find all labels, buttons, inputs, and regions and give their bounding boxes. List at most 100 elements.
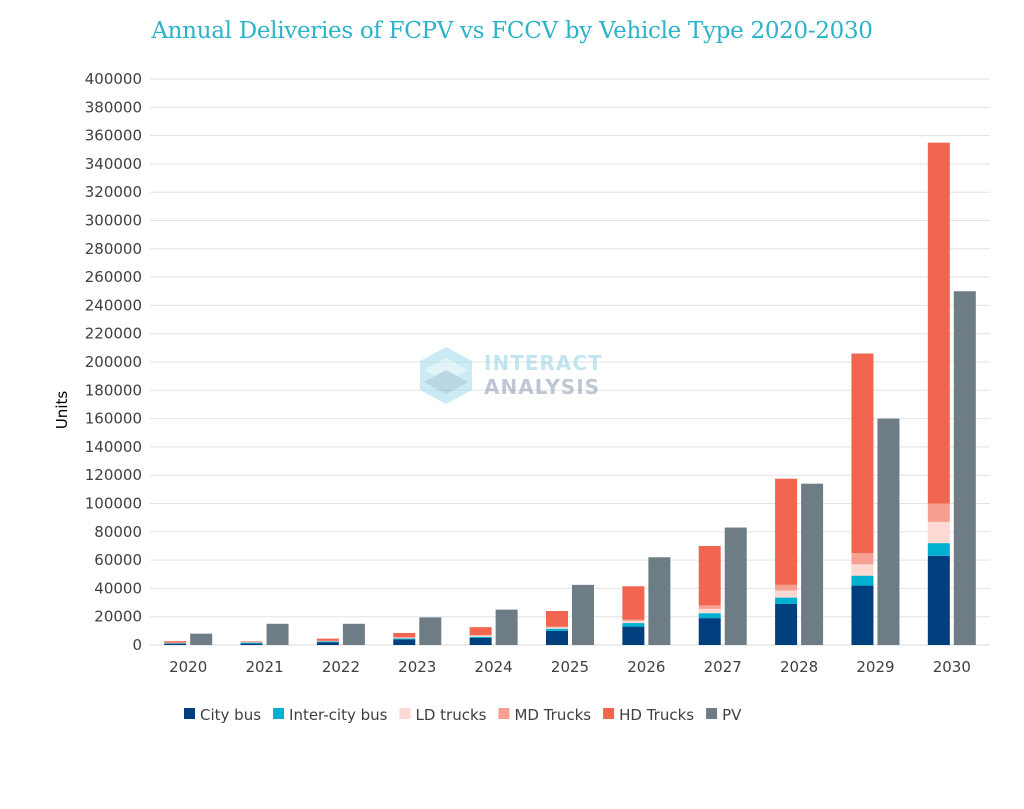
y-tick-label: 40000 bbox=[94, 579, 142, 597]
bar-inter-city-bus-2025 bbox=[546, 628, 568, 631]
category-group-2029 bbox=[851, 353, 900, 645]
x-tick-label: 2024 bbox=[475, 658, 513, 676]
legend: City bus Inter-city bus LD trucks MD Trucks… bbox=[184, 706, 742, 724]
bar-pv-2021 bbox=[266, 623, 289, 645]
legend-swatch bbox=[184, 708, 195, 719]
y-tick-label: 320000 bbox=[85, 183, 142, 201]
y-tick-label: 0 bbox=[132, 636, 142, 654]
bar-inter-city-bus-2022 bbox=[316, 641, 339, 643]
bar-city-bus-2027 bbox=[698, 618, 721, 645]
bar-ld-trucks-2025 bbox=[546, 627, 568, 629]
bar-city-bus-2025 bbox=[546, 630, 568, 645]
category-group-2020 bbox=[164, 633, 213, 645]
bar-pv-2024 bbox=[495, 609, 518, 645]
chart-title: Annual Deliveries of FCPV vs FCCV by Veh… bbox=[151, 18, 873, 44]
bar-ld-trucks-2027 bbox=[698, 608, 721, 614]
y-tick-label: 140000 bbox=[85, 438, 142, 456]
y-axis-label: Units bbox=[53, 391, 71, 430]
y-tick-label: 260000 bbox=[85, 268, 142, 286]
x-tick-label: 2023 bbox=[398, 658, 436, 676]
x-tick-label: 2022 bbox=[322, 658, 360, 676]
bar-city-bus-2023 bbox=[393, 639, 416, 645]
bar-md-trucks-2023 bbox=[393, 637, 416, 638]
category-group-2022 bbox=[316, 623, 365, 645]
y-tick-label: 20000 bbox=[94, 608, 142, 626]
bar-md-trucks-2027 bbox=[698, 605, 721, 609]
bars bbox=[164, 142, 976, 645]
y-tick-label: 280000 bbox=[85, 240, 142, 258]
legend-item-md-trucks[interactable]: MD Trucks bbox=[498, 706, 591, 724]
y-tick-label: 240000 bbox=[85, 296, 142, 314]
bar-pv-2025 bbox=[572, 584, 594, 645]
bar-hd-trucks-2030 bbox=[927, 142, 950, 504]
bar-ld-trucks-2028 bbox=[775, 590, 798, 598]
bar-ld-trucks-2030 bbox=[927, 521, 950, 544]
category-group-2025 bbox=[546, 584, 594, 645]
y-tick-label: 180000 bbox=[85, 381, 142, 399]
legend-item-inter-city-bus[interactable]: Inter-city bus bbox=[273, 706, 388, 724]
category-group-2027 bbox=[698, 527, 747, 645]
legend-swatch bbox=[399, 708, 411, 719]
legend-label: PV bbox=[722, 706, 742, 724]
watermark-line1: INTERACT bbox=[484, 351, 603, 375]
y-tick-label: 400000 bbox=[85, 70, 142, 88]
x-tick-label: 2021 bbox=[245, 658, 283, 676]
bar-md-trucks-2030 bbox=[927, 503, 950, 522]
bar-hd-trucks-2025 bbox=[546, 611, 568, 627]
y-tick-label: 200000 bbox=[85, 353, 142, 371]
x-tick-label: 2030 bbox=[933, 658, 971, 676]
bar-hd-trucks-2020 bbox=[164, 641, 187, 643]
bar-city-bus-2030 bbox=[927, 555, 950, 645]
legend-item-city-bus[interactable]: City bus bbox=[184, 706, 261, 724]
watermark: INTERACT ANALYSIS bbox=[420, 347, 603, 404]
bar-pv-2027 bbox=[724, 527, 747, 645]
bar-pv-2029 bbox=[877, 418, 900, 645]
bar-ld-trucks-2023 bbox=[393, 637, 416, 639]
bar-city-bus-2026 bbox=[622, 626, 645, 645]
bar-ld-trucks-2024 bbox=[469, 635, 492, 637]
y-tick-label: 340000 bbox=[85, 155, 142, 173]
x-tick-label: 2029 bbox=[856, 658, 894, 676]
bar-inter-city-bus-2023 bbox=[393, 638, 416, 640]
y-tick-label: 120000 bbox=[85, 466, 142, 484]
y-tick-label: 360000 bbox=[85, 127, 142, 145]
bar-city-bus-2022 bbox=[316, 642, 339, 645]
bar-hd-trucks-2026 bbox=[622, 586, 645, 620]
y-tick-label: 380000 bbox=[85, 98, 142, 116]
category-group-2030 bbox=[927, 142, 976, 645]
bar-inter-city-bus-2026 bbox=[622, 623, 645, 627]
bar-md-trucks-2028 bbox=[775, 584, 798, 591]
legend-item-hd-trucks[interactable]: HD Trucks bbox=[603, 706, 694, 724]
legend-item-pv[interactable]: PV bbox=[706, 706, 742, 724]
y-tick-label: 300000 bbox=[85, 212, 142, 230]
bar-hd-trucks-2028 bbox=[775, 478, 798, 585]
bar-pv-2022 bbox=[342, 623, 365, 645]
category-group-2021 bbox=[240, 623, 289, 645]
legend-label: HD Trucks bbox=[619, 706, 694, 724]
watermark-line2: ANALYSIS bbox=[484, 375, 600, 399]
bar-inter-city-bus-2029 bbox=[851, 575, 874, 586]
bar-hd-trucks-2021 bbox=[240, 641, 263, 643]
bar-hd-trucks-2029 bbox=[851, 353, 874, 554]
bar-inter-city-bus-2021 bbox=[240, 642, 263, 644]
legend-item-ld-trucks[interactable]: LD trucks bbox=[399, 706, 487, 724]
legend-swatch bbox=[603, 708, 615, 719]
x-axis-ticks: 2020 2021 2022 2023 2024 2025 2026 2027 2028 2029… bbox=[169, 658, 971, 676]
y-tick-label: 100000 bbox=[85, 495, 142, 513]
bar-ld-trucks-2029 bbox=[851, 564, 874, 576]
bar-ld-trucks-2026 bbox=[622, 620, 645, 624]
legend-swatch bbox=[498, 708, 510, 719]
legend-swatch bbox=[273, 708, 285, 719]
bar-city-bus-2029 bbox=[851, 585, 874, 645]
bar-city-bus-2028 bbox=[775, 603, 798, 645]
x-tick-label: 2026 bbox=[627, 658, 665, 676]
legend-swatch bbox=[706, 708, 718, 719]
x-tick-label: 2027 bbox=[704, 658, 742, 676]
bar-pv-2020 bbox=[190, 633, 213, 645]
bar-city-bus-2021 bbox=[240, 643, 263, 645]
bar-hd-trucks-2027 bbox=[698, 545, 721, 606]
interact-logo-icon bbox=[420, 347, 472, 404]
bar-pv-2028 bbox=[801, 483, 824, 645]
bar-pv-2026 bbox=[648, 557, 671, 645]
